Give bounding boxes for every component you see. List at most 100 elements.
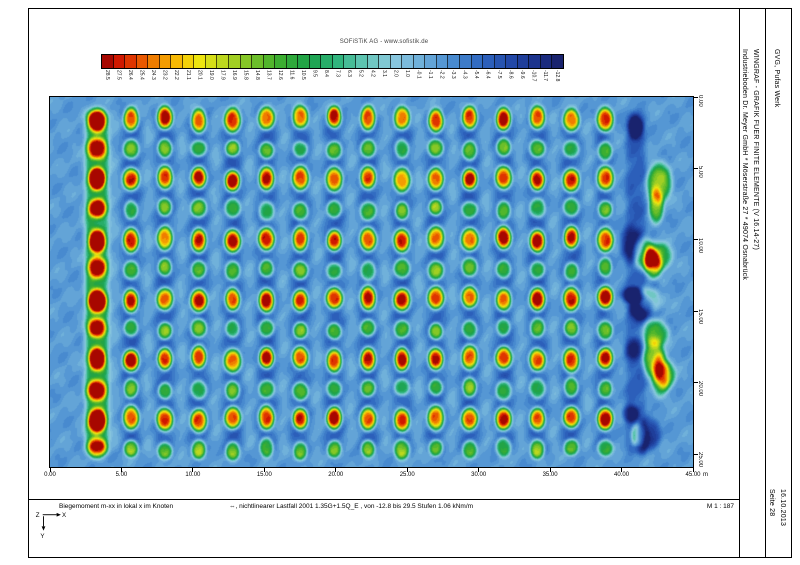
plot-area [49,96,694,468]
legend-cell [506,55,518,68]
legend-value-label: 7.3 [334,70,341,77]
legend-cell [494,55,507,68]
legend-cell [425,55,437,68]
legend-value-label: 8.4 [323,70,330,77]
x-tick-label: 30.00 [471,472,487,478]
x-tick-mark [335,468,337,472]
legend-cell [286,55,299,68]
y-tick-mark [694,96,698,98]
legend-value-label: -9.6 [519,70,526,79]
axis-y-label: Y [40,533,44,539]
date-label: 16.10.2013 [779,489,786,527]
legend-value-label: -10.7 [530,70,537,82]
legend-value-label: 20.1 [196,70,203,80]
legend-cell [332,55,345,68]
legend-value-label: 13.7 [265,70,272,80]
legend-cell [194,55,206,68]
legend-cell [171,55,183,68]
y-tick-mark [694,239,698,241]
legend-cell [125,55,137,68]
x-tick-mark [621,468,623,472]
x-tick-label: 0.00 [44,472,56,478]
legend-cell [367,55,380,68]
legend-value-label: -12.8 [553,70,560,82]
legend-value-label: 14.8 [253,70,260,80]
footer-divider [29,499,739,500]
legend-cell [344,55,357,68]
legend-value-label: 21.1 [184,70,191,80]
legend-cell [205,55,218,68]
legend-value-label: 16.9 [230,70,237,80]
x-tick-mark [49,468,51,472]
legend-value-label: -7.5 [496,70,503,79]
legend-cell [436,55,449,68]
legend-value-label: 24.3 [150,70,157,80]
client-label: GVG, Pufas Werk [773,49,780,108]
legend-cell [298,55,310,68]
legend-cell [136,55,149,68]
plot-title: Biegemoment m-xx in lokal x im Knoten [59,503,174,510]
legend-cell [483,55,495,68]
legend-cell [309,55,322,68]
y-tick-label: 20.00 [697,380,703,396]
legend-value-label: 10.5 [300,70,307,80]
y-tick-label: 10.00 [697,237,703,253]
legend-value-label: 22.2 [173,70,180,80]
loadcase-label: ⇔, nichtlinearer Lastfall 2001 1.35G+1.5… [229,503,474,510]
axis-z-label: Z [36,512,40,519]
legend-value-label: 25.4 [138,70,145,80]
legend-value-label: 12.6 [277,70,283,80]
x-tick-mark [692,468,694,472]
legend-value-label: 9.5 [311,70,318,77]
x-tick-mark [120,468,122,472]
legend-value-label: 4.2 [369,70,376,77]
x-tick-label: 10.00 [185,472,201,478]
legend-cell [471,55,484,68]
legend-cell [229,55,241,68]
legend-cell [540,55,553,68]
legend-value-label: -5.4 [473,70,480,79]
x-tick-mark [478,468,480,472]
legend-value-label: 11.6 [288,70,295,80]
heatmap-canvas [50,97,693,467]
x-tick-label: 40.00 [614,472,630,478]
y-tick-label: 5.00 [697,166,703,179]
y-tick-mark [694,310,698,312]
legend-value-label: 3.1 [380,70,387,77]
legend-cell [390,55,403,68]
legend-cell [321,55,333,68]
y-tick-mark [694,453,698,455]
legend-value-label: 28.5 [104,70,111,80]
legend-bar [101,54,564,69]
legend-cell [263,55,276,68]
x-tick-label: 35.00 [542,472,558,478]
legend-value-label: -11.7 [542,70,549,82]
legend-cell [413,55,426,68]
legend-cell [182,55,195,68]
legend-cell [552,55,563,68]
legend-value-label: -1.1 [426,70,433,79]
program-title: WINGRAF - GRAFIK FUER FINITE ELEMENTE (V… [752,49,759,250]
project-title: Industrieboden Dr. Meyer GmbH * Möserstr… [741,49,748,281]
x-tick-label: 45.00 [685,472,701,478]
legend-value-label: 26.4 [127,70,134,80]
legend-cell [275,55,287,68]
legend-value-label: 6.3 [346,70,353,77]
titleblock-divider-inner [739,9,740,557]
y-tick-mark [694,167,698,169]
y-tick-label: 0.00 [697,95,703,107]
legend-value-label: 23.2 [161,70,168,80]
legend-value-label: 19.0 [207,70,214,80]
legend-cell [459,55,472,68]
legend-cell [252,55,264,68]
legend-cell [148,55,160,68]
legend-value-label: -0.1 [415,70,422,79]
legend-value-label: 17.9 [219,70,226,80]
legend-cell [517,55,530,68]
legend-cell [113,55,126,68]
legend-cell [402,55,414,68]
legend-value-label: -8.6 [507,70,514,79]
legend-value-label: -6.4 [484,70,491,79]
legend-cell [356,55,368,68]
legend-cell [217,55,230,68]
